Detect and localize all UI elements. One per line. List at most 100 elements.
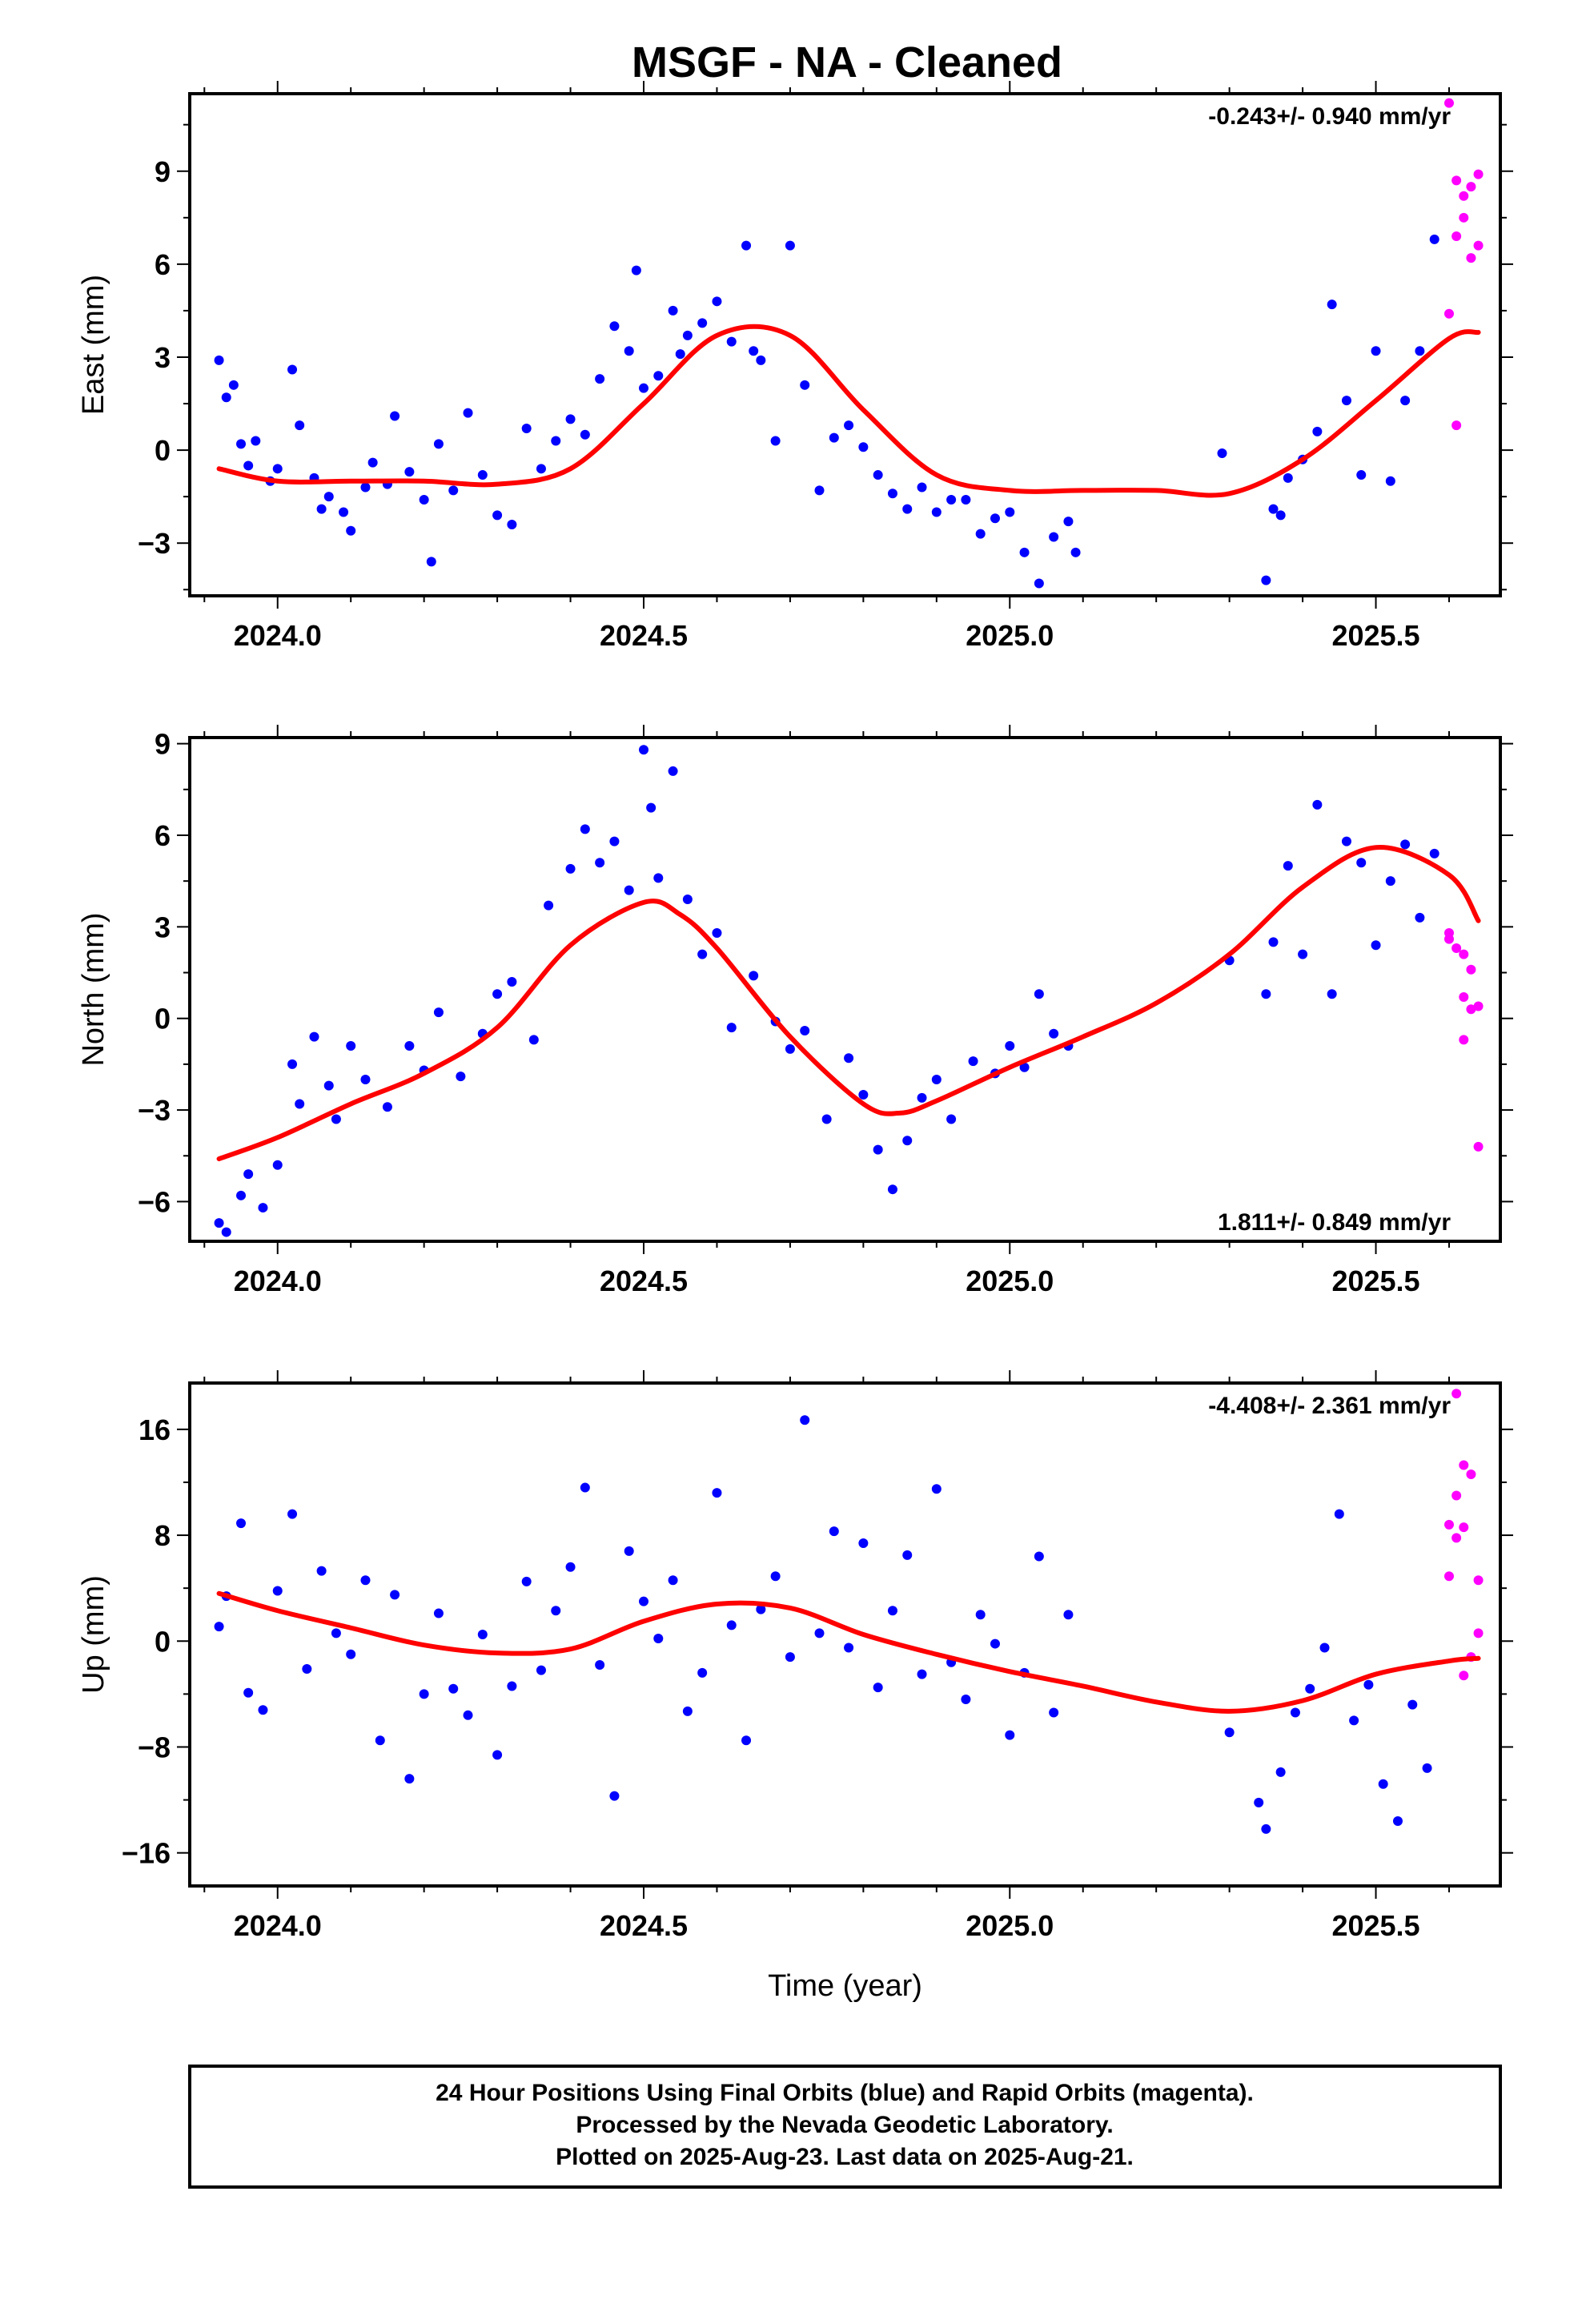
final-point <box>1341 396 1351 406</box>
final-point <box>1312 426 1323 436</box>
final-point <box>346 1041 356 1051</box>
rapid-point <box>1459 1671 1469 1681</box>
final-point <box>1327 989 1337 999</box>
final-point <box>873 470 883 480</box>
final-point <box>646 802 656 813</box>
final-point <box>236 1190 247 1200</box>
final-point <box>1305 1683 1315 1694</box>
final-point <box>507 1681 517 1691</box>
rapid-point <box>1459 1460 1469 1470</box>
final-point <box>697 949 708 959</box>
final-point <box>1290 1707 1300 1718</box>
final-point <box>1283 861 1293 871</box>
final-point <box>1063 1610 1074 1620</box>
final-point <box>580 429 590 440</box>
y-tick-label: 8 <box>155 1519 171 1552</box>
final-point <box>316 1566 327 1576</box>
final-point <box>492 510 503 521</box>
final-point <box>595 1660 605 1671</box>
final-point <box>917 1092 927 1103</box>
y-tick-label: 9 <box>155 728 171 761</box>
final-point <box>214 1622 224 1632</box>
final-point <box>887 1606 897 1616</box>
final-point <box>492 989 503 999</box>
final-point <box>1363 1679 1374 1690</box>
final-point <box>367 457 378 468</box>
final-point <box>741 240 752 251</box>
final-point <box>507 519 517 529</box>
final-point <box>544 900 554 911</box>
final-point <box>756 355 766 365</box>
final-point <box>390 1590 400 1600</box>
final-point <box>1334 1509 1344 1519</box>
final-point <box>1392 1816 1403 1827</box>
final-point <box>1341 836 1351 846</box>
rapid-point <box>1459 1522 1469 1533</box>
final-point <box>858 1538 869 1548</box>
final-point <box>1261 1823 1271 1834</box>
final-point <box>653 1633 664 1643</box>
final-point <box>1283 472 1293 483</box>
final-point <box>1049 1707 1059 1718</box>
rate-annotation: 1.811+/- 0.849 mm/yr <box>1218 1209 1451 1236</box>
final-point <box>404 1041 415 1051</box>
rapid-point <box>1466 964 1476 975</box>
final-point <box>272 1160 283 1170</box>
rapid-point <box>1466 182 1476 192</box>
final-point <box>1371 346 1381 356</box>
final-point <box>726 1023 737 1033</box>
final-point <box>668 305 678 316</box>
final-point <box>1327 300 1337 310</box>
x-tick-label: 2025.5 <box>1331 619 1419 652</box>
final-point <box>1429 234 1439 244</box>
rapid-point <box>1473 169 1484 179</box>
x-tick-label: 2025.5 <box>1331 1265 1419 1297</box>
final-point <box>902 1136 913 1146</box>
final-point <box>295 420 305 431</box>
y-tick-label: 3 <box>155 911 171 943</box>
final-point <box>712 1488 722 1498</box>
final-point <box>931 507 942 517</box>
final-point <box>551 436 561 446</box>
final-point <box>463 408 473 418</box>
final-point <box>1049 532 1059 542</box>
final-point <box>697 318 708 328</box>
final-point <box>463 1710 473 1720</box>
final-point <box>419 495 429 505</box>
final-point <box>1298 949 1308 959</box>
final-point <box>214 355 224 365</box>
plot-area <box>214 745 1484 1237</box>
panel-2: 2024.0 2024.5 2025.0 2025.5 −6 −3 0 3 6 9 North (m… <box>77 725 1513 1297</box>
y-tick-label: −6 <box>138 1185 171 1218</box>
final-point <box>323 492 334 502</box>
final-point <box>521 424 532 433</box>
final-point <box>712 296 722 307</box>
final-point <box>624 1546 634 1556</box>
chart-title: MSGF - NA - Cleaned <box>632 38 1062 86</box>
final-point <box>800 1415 810 1425</box>
final-point <box>521 1576 532 1586</box>
final-point <box>258 1705 268 1715</box>
final-point <box>580 824 590 834</box>
panel-3: 2024.0 2024.5 2025.0 2025.5 −16 −8 0 8 16 Up (mm)… <box>77 1370 1513 2003</box>
final-point <box>309 1031 319 1042</box>
final-point <box>917 1669 927 1679</box>
rapid-point <box>1452 1389 1462 1399</box>
final-point <box>785 240 795 251</box>
final-point <box>887 489 897 499</box>
final-point <box>975 1610 986 1620</box>
y-tick-label: 0 <box>155 1625 171 1658</box>
final-point <box>682 1706 693 1716</box>
final-point <box>536 464 546 474</box>
final-point <box>433 1608 444 1618</box>
final-point <box>609 836 620 846</box>
final-point <box>749 346 759 356</box>
final-point <box>631 265 641 275</box>
final-point <box>1049 1028 1059 1039</box>
footer-line-3: Plotted on 2025-Aug-23. Last data on 202… <box>556 2144 1134 2170</box>
final-point <box>1261 575 1271 585</box>
rapid-point <box>1473 1001 1484 1011</box>
final-point <box>653 873 664 883</box>
final-point <box>1371 940 1381 951</box>
rapid-point <box>1459 949 1469 959</box>
